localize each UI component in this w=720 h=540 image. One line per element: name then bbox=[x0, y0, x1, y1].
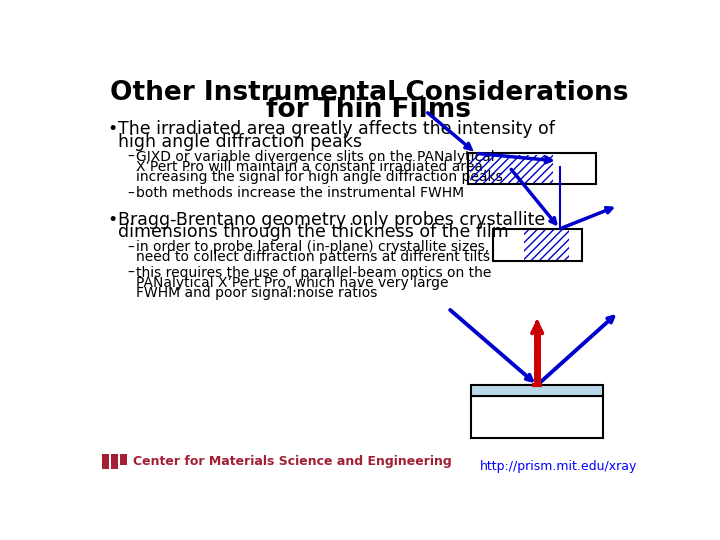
Text: http://prism.mit.edu/xray: http://prism.mit.edu/xray bbox=[480, 460, 637, 473]
Bar bbox=[111, 454, 118, 469]
Bar bbox=[468, 153, 596, 184]
Text: Other Instrumental Considerations: Other Instrumental Considerations bbox=[109, 80, 629, 106]
Text: –: – bbox=[127, 150, 134, 164]
Text: Bragg-Brentano geometry only probes crystallite: Bragg-Brentano geometry only probes crys… bbox=[118, 211, 545, 229]
Text: •: • bbox=[107, 211, 117, 229]
Text: –: – bbox=[127, 266, 134, 280]
Bar bbox=[493, 229, 582, 261]
Text: The irradiated area greatly affects the intensity of: The irradiated area greatly affects the … bbox=[118, 120, 555, 138]
Text: for Thin Films: for Thin Films bbox=[266, 97, 472, 123]
Text: this requires the use of parallel-beam optics on the: this requires the use of parallel-beam o… bbox=[137, 266, 492, 280]
Bar bbox=[469, 155, 553, 183]
Text: –: – bbox=[127, 186, 134, 200]
Text: high angle diffraction peaks: high angle diffraction peaks bbox=[118, 132, 362, 151]
Bar bbox=[120, 454, 127, 465]
Text: –: – bbox=[127, 240, 134, 254]
Text: both methods increase the instrumental FWHM: both methods increase the instrumental F… bbox=[137, 186, 464, 200]
Text: dimensions through the thickness of the film: dimensions through the thickness of the … bbox=[118, 224, 508, 241]
Bar bbox=[472, 396, 603, 438]
Text: X’Pert Pro will maintain a constant irradiated area,: X’Pert Pro will maintain a constant irra… bbox=[137, 159, 488, 173]
Text: PANalytical X’Pert Pro, which have very large: PANalytical X’Pert Pro, which have very … bbox=[137, 276, 449, 290]
Text: FWHM and poor signal:noise ratios: FWHM and poor signal:noise ratios bbox=[137, 286, 378, 300]
Text: Center for Materials Science and Engineering: Center for Materials Science and Enginee… bbox=[132, 455, 451, 468]
Bar bbox=[472, 385, 603, 396]
Text: GIXD or variable divergence slits on the PANalytical: GIXD or variable divergence slits on the… bbox=[137, 150, 495, 164]
Bar bbox=[102, 454, 109, 469]
Text: in order to probe lateral (in-plane) crystallite sizes,: in order to probe lateral (in-plane) cry… bbox=[137, 240, 490, 254]
Bar bbox=[524, 231, 569, 260]
Text: •: • bbox=[107, 120, 117, 138]
Text: need to collect diffraction patterns at different tilts: need to collect diffraction patterns at … bbox=[137, 251, 490, 265]
Text: increasing the signal for high angle diffraction peaks: increasing the signal for high angle dif… bbox=[137, 170, 503, 184]
